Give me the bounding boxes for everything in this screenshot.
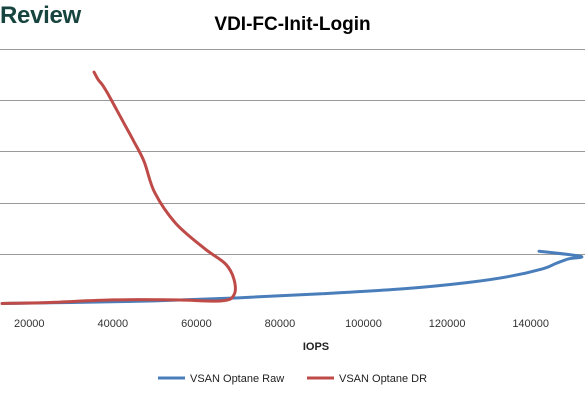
series-line-2 (0, 70, 237, 305)
x-tick-label: 40000 (98, 318, 129, 330)
x-tick-label: 140000 (512, 318, 549, 330)
legend-label-2: VSAN Optane DR (339, 373, 427, 385)
x-tick-labels: 20000 40000 60000 80000 100000 120000 140000 (14, 318, 549, 330)
series-lines (0, 70, 584, 305)
x-axis-label: IOPS (303, 341, 329, 353)
x-tick-label: 20000 (14, 318, 45, 330)
x-tick-label: 120000 (429, 318, 466, 330)
chart-title: VDI-FC-Init-Login (214, 14, 371, 35)
series-line-1 (0, 249, 584, 305)
x-tick-label: 60000 (181, 318, 212, 330)
x-tick-label: 100000 (345, 318, 382, 330)
x-tick-label: 80000 (265, 318, 296, 330)
legend-label-1: VSAN Optane Raw (190, 373, 284, 385)
brand-logo-text: Review (0, 2, 81, 29)
gridlines (0, 49, 585, 255)
legend: VSAN Optane Raw VSAN Optane DR (158, 373, 427, 385)
